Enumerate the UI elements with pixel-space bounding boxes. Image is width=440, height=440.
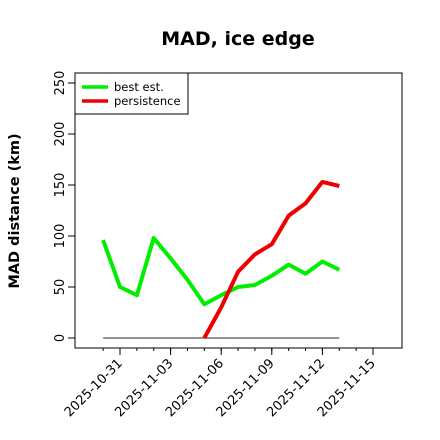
legend: best est. persistence bbox=[74, 72, 189, 115]
series-line-best-est- bbox=[101, 236, 341, 307]
legend-label-best-est: best est. bbox=[114, 80, 164, 94]
chart-title: MAD, ice edge bbox=[161, 28, 314, 50]
series-layer bbox=[101, 179, 341, 339]
y-tick-label: 250 bbox=[53, 71, 68, 96]
axes-layer: 0501001502002502025-10-312025-11-032025-… bbox=[53, 71, 379, 421]
y-axis-label: MAD distance (km) bbox=[7, 133, 23, 288]
legend-label-persistence: persistence bbox=[114, 94, 181, 108]
legend-box bbox=[74, 72, 189, 115]
y-tick-label: 50 bbox=[53, 279, 68, 296]
y-tick-label: 200 bbox=[53, 122, 68, 147]
y-tick-label: 0 bbox=[53, 334, 68, 342]
y-tick-label: 100 bbox=[53, 224, 68, 249]
y-tick-label: 150 bbox=[53, 173, 68, 198]
series-line-persistence bbox=[202, 179, 340, 339]
